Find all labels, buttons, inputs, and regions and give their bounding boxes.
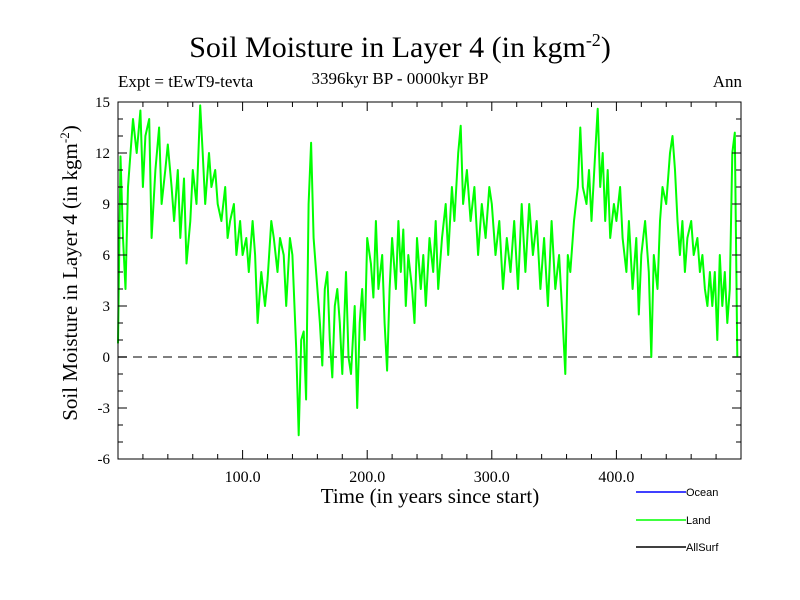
y-tick-label: -3: [98, 401, 111, 417]
x-tick-label: 400.0: [598, 469, 634, 486]
x-tick-label: 200.0: [349, 469, 385, 486]
y-tick-label: -6: [98, 452, 111, 468]
x-tick-label: 100.0: [225, 469, 261, 486]
y-tick-label: 0: [103, 350, 111, 366]
series-line-land: [117, 104, 739, 437]
legend-label-ocean: Ocean: [686, 487, 718, 499]
y-tick-label: 12: [95, 146, 110, 162]
y-tick-label: 3: [103, 299, 111, 315]
legend-label-land: Land: [686, 515, 710, 527]
y-tick-label: 6: [103, 248, 111, 264]
y-tick-label: 9: [103, 197, 111, 213]
y-tick-label: 15: [95, 95, 110, 111]
plot-frame: [117, 101, 742, 460]
legend-label-allsurf: AllSurf: [686, 542, 719, 554]
x-tick-label: 300.0: [474, 469, 510, 486]
season-label: Ann: [712, 72, 742, 91]
experiment-label: Expt = tEwT9-tevta: [118, 72, 254, 91]
chart-title: Soil Moisture in Layer 4 (in kgm-2): [189, 30, 611, 64]
y-axis-label: Soil Moisture in Layer 4 (in kgm-2): [57, 125, 82, 421]
period-label: 3396kyr BP - 0000kyr BP: [311, 69, 489, 88]
x-axis-label: Time (in years since start): [320, 484, 540, 508]
